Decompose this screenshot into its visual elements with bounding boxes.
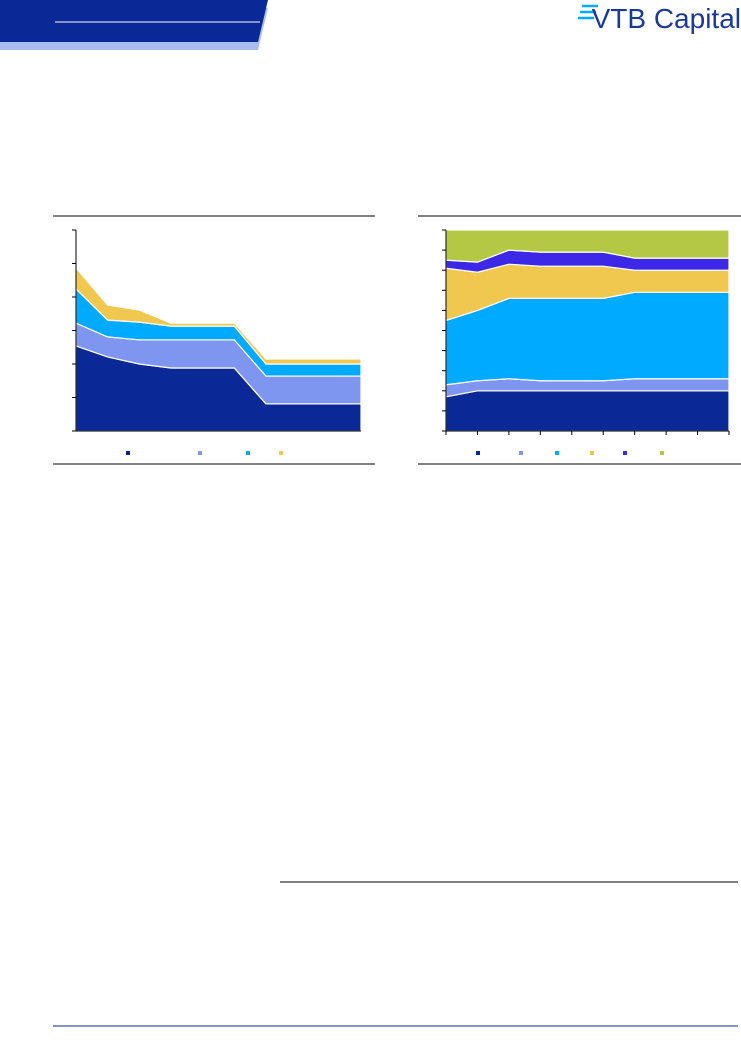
- legend-swatch: [476, 451, 480, 455]
- legend-swatch: [660, 451, 664, 455]
- legend-swatch: [590, 451, 594, 455]
- logo-icon: [578, 4, 598, 20]
- legend-swatch: [126, 451, 130, 455]
- legend-swatch: [246, 451, 250, 455]
- legend-swatch: [623, 451, 627, 455]
- legend-swatch: [555, 451, 559, 455]
- legend-swatch: [519, 451, 523, 455]
- area: [445, 229, 730, 263]
- area: [75, 266, 362, 365]
- header-band: [0, 0, 268, 42]
- legend-swatch: [279, 451, 283, 455]
- logo: VTB Capital: [592, 3, 741, 34]
- legend-swatch: [198, 451, 202, 455]
- area: [445, 390, 730, 432]
